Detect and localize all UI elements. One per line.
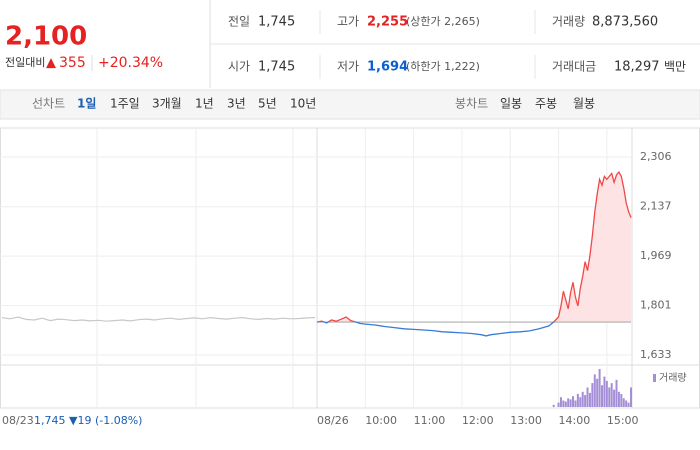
y-tick-label: 2,306 [640,150,672,163]
area [317,172,631,323]
x-tick-label: 08/26 [317,414,349,427]
price: 2,100 [5,22,87,52]
volume-bar [601,385,604,407]
volume-bar [627,402,630,407]
tab[interactable]: 3년 [227,97,246,111]
volume-bar [557,402,560,407]
volume-bar [610,383,613,407]
volume-bar [572,396,575,407]
volume-bar [552,404,555,407]
tab[interactable]: 1일 [77,97,96,111]
stat-label: 거래대금 [552,60,596,74]
stat-label: 전일 [228,15,250,29]
y-tick-label: 1,969 [640,249,672,262]
change: 355 [59,55,86,71]
tab[interactable]: 10년 [290,97,316,111]
volume-bar [613,389,616,407]
volume-bar [593,374,596,407]
x-tick-label: 11:00 [414,414,446,427]
volume-bar [620,393,623,407]
stat-value: 8,873,560 [592,15,658,30]
x-tick-label: 12:00 [462,414,494,427]
stat-label: 시가 [228,60,250,74]
previous-line [1,316,316,322]
y-tick-label: 2,137 [640,200,672,213]
change-rate: +20.34% [98,55,163,71]
volume-bar [617,391,620,407]
x-tick-label: 14:00 [559,414,591,427]
stat-value: 1,745 [258,15,295,30]
volume-bar [605,380,608,407]
volume-bar [584,395,587,407]
volume-bar [615,379,618,407]
volume-bar [559,397,562,407]
volume-bar [574,400,577,407]
tab-bar [0,89,700,120]
stat-note: (하한가 1,222) [406,59,480,73]
volume-bar [608,387,611,407]
volume-bar [588,392,591,407]
volume-bar [598,369,601,407]
x-tick-label: 15:00 [607,414,639,427]
volume-bar [622,398,625,407]
tab[interactable]: 5년 [258,97,277,111]
volume-bar [586,387,589,407]
stat-label: 고가 [337,15,359,29]
volume-bar [576,393,579,407]
stat-unit: 백만 [664,60,686,74]
x-tick-label: 13:00 [510,414,542,427]
volume-bar [579,397,582,407]
volume-bar [581,391,584,407]
tab-group-label: 봉차트 [455,97,488,111]
volume-bar [591,383,594,407]
change-arrow: ▲ [46,56,56,71]
tab[interactable]: 1주일 [110,97,140,111]
footer-date: 08/23 [2,414,34,427]
stat-note: (상한가 2,265) [406,15,480,28]
volume-bar [625,400,628,407]
tab[interactable]: 일봉 [500,97,522,111]
tab[interactable]: 1년 [195,97,214,111]
tab-group-label: 선차트 [32,97,65,111]
tab[interactable]: 월봉 [573,97,595,111]
footer-summary: 1,745 ▼19 (-1.08%) [34,414,142,427]
legend-label: 거래량 [659,372,687,384]
volume-bar [596,378,599,407]
price-line-down [317,322,555,337]
tab[interactable]: 주봉 [535,97,557,111]
price-line-up [316,170,632,323]
stat-label: 저가 [337,60,359,74]
stat-value: 2,255 [367,15,408,30]
volume-bar [603,376,606,407]
stat-label: 거래량 [552,15,585,29]
y-tick-label: 1,801 [640,299,672,312]
y-tick-label: 1,633 [640,348,672,361]
volume-bar [630,387,632,407]
legend-swatch [653,374,656,382]
stat-value: 1,694 [367,60,408,75]
stat-value: 18,297 [614,60,660,75]
volume-bar [569,399,572,407]
volume-bar [567,398,570,407]
volume-bar [564,401,567,407]
stat-value: 1,745 [258,60,295,75]
volume-bar [562,400,565,407]
change-label: 전일대비 [5,55,45,69]
tab[interactable]: 3개월 [152,97,182,111]
x-tick-label: 10:00 [365,414,397,427]
